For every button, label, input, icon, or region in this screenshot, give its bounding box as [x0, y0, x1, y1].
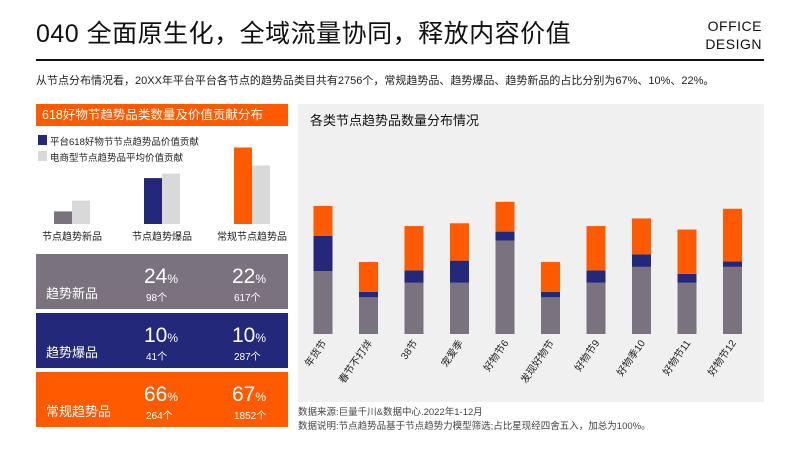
data-note: 数据说明:节点趋势品基于节点趋势力模型筛选;占比星现经四舍五入，加总为100%。 [298, 421, 651, 432]
bar-segment-1 [677, 273, 697, 283]
bar-segment-2 [313, 205, 333, 236]
stat-pct-1: 10% [144, 324, 179, 347]
left-grouped-bar-chart: 节点趋势新品 节点趋势爆品 常规节点趋势品 [42, 147, 287, 243]
legend-swatch-platform [38, 135, 47, 145]
right-chart-title: 各类节点趋势品数量分布情况 [310, 113, 480, 128]
x-tick-label: 发现好物节 [518, 337, 557, 385]
bar-segment-1 [404, 270, 424, 283]
left-bar-platform [234, 147, 252, 224]
stat-count-1: 41个 [146, 352, 168, 363]
stacked-bar-chart: 年货节 春节不打烊 38节 宠爱季 好物节6 发现好物节 好物节9 好物季10 好物节11 好物节… [302, 201, 742, 386]
stat-label: 趋势新品 [46, 286, 99, 301]
bar-segment-1 [359, 291, 378, 298]
intro-text: 从节点分布情况看，20XX年平台平台各节点的趋势品类目共有2756个，常规趋势品… [36, 75, 715, 87]
bar-segment-0 [586, 282, 606, 334]
bar-segment-2 [586, 226, 606, 271]
stat-label: 常规趋势品 [46, 404, 112, 419]
left-chart-title: 618好物节趋势品类数量及价值贡献分布 [36, 104, 288, 126]
x-tick-label: 春节不打烊 [336, 337, 375, 385]
x-tick-label: 好物节12 [705, 337, 739, 379]
x-tick-label: 宠爱季 [438, 337, 466, 369]
left-category-label: 节点趋势新品 [42, 230, 102, 243]
left-category-label: 节点趋势爆品 [132, 230, 192, 243]
x-tick-label: 好物节11 [660, 337, 694, 378]
bar-segment-0 [404, 282, 424, 334]
x-tick-label: 好物节9 [571, 337, 602, 374]
legend-label-platform: 平台618好物节节点趋势品价值贡献 [50, 137, 199, 148]
left-bar-average [72, 200, 90, 224]
bar-segment-0 [677, 282, 697, 334]
bar-segment-0 [495, 240, 515, 334]
left-category-label: 常规节点趋势品 [217, 230, 287, 243]
left-bar-average [252, 165, 270, 224]
stat-count-2: 1852个 [234, 411, 267, 422]
legend-label-average: 电商型节点趋势品平均价值贡献 [50, 153, 184, 164]
bar-segment-1 [313, 235, 333, 272]
stat-pct-1: 66% [144, 383, 179, 406]
x-tick-label: 好物季10 [614, 337, 648, 379]
stat-pct-1: 24% [144, 265, 179, 288]
legend-swatch-average [38, 151, 47, 161]
bar-segment-0 [450, 282, 469, 334]
stat-pct-2: 67% [232, 383, 267, 406]
brand-logo-line1: OFFICE [707, 18, 762, 34]
page-title: 040 全面原生化，全域流量协同，释放内容价值 [36, 20, 572, 48]
stat-label: 趋势爆品 [46, 345, 99, 360]
stat-pct-2: 10% [232, 324, 267, 347]
bar-segment-0 [359, 297, 378, 334]
bar-segment-1 [495, 231, 515, 241]
bar-segment-2 [495, 201, 515, 232]
bar-segment-1 [450, 260, 469, 283]
stat-count-2: 617个 [234, 293, 261, 304]
stat-band-regular: 常规趋势品 66% 264个 67% 1852个 [36, 372, 288, 427]
bar-segment-2 [632, 218, 651, 255]
bar-segment-0 [313, 271, 333, 334]
brand-logo-line2: DESIGN [705, 36, 762, 52]
left-bar-average [162, 173, 180, 224]
bar-segment-2 [723, 208, 742, 262]
data-source: 数据来源:巨量千川&数据中心.2022年1-12月 [298, 407, 483, 418]
bar-segment-2 [677, 229, 697, 274]
x-tick-label: 好物节6 [480, 337, 511, 374]
title-divider [36, 59, 764, 61]
stat-band-hot: 趋势爆品 10% 41个 10% 287个 [36, 313, 288, 368]
bar-segment-0 [541, 297, 560, 334]
left-bar-platform [144, 178, 162, 224]
stat-count-1: 98个 [146, 293, 168, 304]
bar-segment-2 [450, 223, 469, 261]
left-bar-platform [54, 211, 72, 224]
bar-segment-1 [541, 291, 560, 298]
stat-count-1: 264个 [146, 411, 173, 422]
stat-pct-2: 22% [232, 265, 267, 288]
bar-segment-2 [404, 226, 424, 271]
x-tick-label: 38节 [399, 338, 421, 362]
bar-segment-1 [632, 254, 651, 267]
bar-segment-1 [723, 261, 742, 267]
bar-segment-1 [586, 270, 606, 283]
stat-band-new: 趋势新品 24% 98个 22% 617个 [36, 254, 288, 309]
stat-count-2: 287个 [234, 352, 261, 363]
bar-segment-2 [541, 262, 560, 292]
bar-segment-0 [723, 266, 742, 334]
x-tick-label: 年货节 [302, 337, 330, 369]
bar-segment-0 [632, 266, 651, 334]
bar-segment-2 [359, 262, 378, 292]
